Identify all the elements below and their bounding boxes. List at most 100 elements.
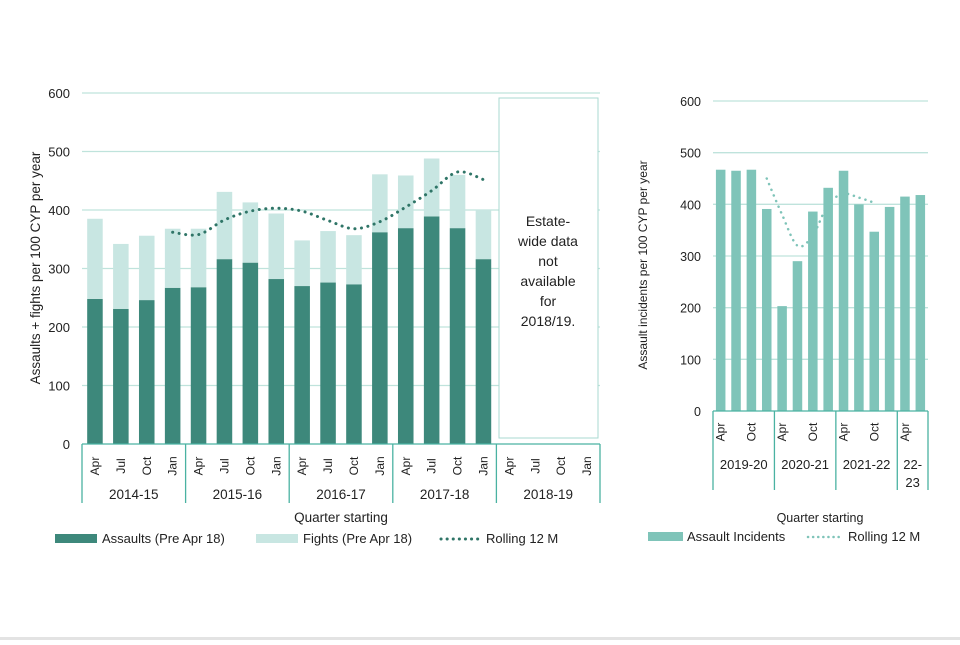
bar-assault-incidents [761, 208, 772, 411]
bar-assault-incidents [915, 195, 926, 411]
x-axis-category-label: Oct [451, 456, 465, 475]
bar-fights-pre-apr-18 [138, 235, 155, 301]
left-x-axis-label: Quarter starting [294, 510, 388, 525]
y-tick-label: 300 [680, 250, 701, 264]
right-chart: 0 100 200 300 400 500 600 Assault incidents pe… [636, 95, 929, 544]
rolling-12m-line [765, 177, 876, 248]
right-bars [715, 169, 926, 411]
x-axis-category-label: Oct [243, 456, 257, 475]
annotation-line: 2018/19. [521, 313, 576, 329]
x-axis-group-label: 2017-18 [420, 487, 470, 502]
x-axis-group-label: 2018-19 [523, 487, 573, 502]
legend-label-incidents: Assault Incidents [687, 529, 786, 544]
bar-fights-pre-apr-18 [87, 218, 103, 299]
left-bars [87, 158, 492, 444]
bar-assault-incidents [746, 169, 757, 411]
bottom-divider [0, 637, 960, 640]
x-axis-category-label: Oct [140, 456, 154, 475]
y-tick-label: 500 [48, 145, 70, 160]
bar-assault-incidents [838, 170, 849, 411]
x-axis-category-label: Oct [554, 456, 568, 475]
bar-assault-incidents [792, 261, 803, 411]
y-tick-label: 100 [48, 379, 70, 394]
annotation-line: Estate- [526, 213, 571, 229]
x-axis-category-label: Apr [502, 457, 516, 476]
x-axis-category-label: Jan [580, 456, 594, 475]
bar-assault-incidents [900, 196, 910, 411]
y-tick-label: 400 [680, 198, 701, 212]
x-axis-category-label: Oct [806, 422, 820, 441]
x-axis-category-label: Jul [217, 458, 231, 473]
bar-fights-pre-apr-18 [397, 175, 414, 229]
bar-assault-incidents [777, 306, 787, 411]
bar-fights-pre-apr-18 [294, 240, 310, 287]
annotation-line: available [520, 273, 575, 289]
bar-assaults-pre-apr-18 [346, 284, 362, 444]
bar-assault-incidents [854, 204, 864, 411]
bar-fights-pre-apr-18 [475, 209, 492, 260]
x-axis-group-label: 2014-15 [109, 487, 159, 502]
left-rolling-line [171, 170, 485, 237]
bar-assaults-pre-apr-18 [397, 228, 414, 444]
x-axis-category-label: Apr [399, 457, 413, 476]
bar-assault-incidents [715, 169, 726, 411]
bar-assault-incidents [823, 187, 833, 411]
left-legend: Assaults (Pre Apr 18) Fights (Pre Apr 18)… [55, 531, 558, 546]
bar-assaults-pre-apr-18 [423, 216, 440, 444]
bar-assaults-pre-apr-18 [138, 300, 155, 444]
bar-assaults-pre-apr-18 [113, 308, 129, 444]
x-axis-category-label: Jan [166, 456, 180, 475]
left-y-axis-label: Assaults + fights per 100 CYP per year [28, 151, 43, 384]
right-x-axis: 2019-20 2020-21 2021-22 22- 23 Apr Oct Apr Oct Ap… [712, 410, 929, 490]
x-axis-category-label: Jul [321, 458, 335, 473]
y-tick-label: 200 [680, 302, 701, 316]
bar-assaults-pre-apr-18 [164, 287, 181, 444]
no-data-annotation-box [498, 97, 599, 439]
bar-fights-pre-apr-18 [372, 174, 388, 233]
legend-label-rolling: Rolling 12 M [486, 531, 558, 546]
legend-swatch-fights [256, 534, 298, 543]
bar-assault-incidents [869, 231, 880, 411]
x-axis-category-label: Apr [898, 423, 912, 442]
legend-label-fights: Fights (Pre Apr 18) [303, 531, 412, 546]
x-axis-category-label: Apr [775, 423, 789, 442]
right-gridlines [713, 100, 928, 360]
x-axis-category-label: Oct [744, 422, 758, 441]
right-rolling-line [765, 177, 876, 248]
right-legend: Assault Incidents Rolling 12 M [648, 529, 920, 544]
bar-assaults-pre-apr-18 [216, 259, 233, 444]
bar-assaults-pre-apr-18 [87, 298, 103, 444]
x-axis-category-label: Oct [347, 456, 361, 475]
x-axis-group-label: 2020-21 [781, 457, 829, 472]
bar-assaults-pre-apr-18 [190, 287, 207, 444]
no-data-annotation: Estate-wide data not available for 2018/19. [498, 97, 599, 439]
bar-assaults-pre-apr-18 [475, 259, 492, 444]
bar-fights-pre-apr-18 [346, 235, 362, 285]
bar-fights-pre-apr-18 [190, 228, 207, 288]
bar-assaults-pre-apr-18 [320, 282, 336, 444]
x-axis-group-label: 2021-22 [843, 457, 891, 472]
y-tick-label: 200 [48, 320, 70, 335]
bar-assaults-pre-apr-18 [242, 262, 259, 444]
bar-assaults-pre-apr-18 [372, 232, 388, 444]
legend-swatch-assaults [55, 534, 97, 543]
left-chart: 0 100 200 300 400 500 600 Assaults + fights pe… [28, 86, 601, 546]
y-tick-label: 100 [680, 353, 701, 367]
bar-fights-pre-apr-18 [320, 231, 336, 283]
left-y-ticks: 0 100 200 300 400 500 600 [48, 86, 70, 452]
y-tick-label: 300 [48, 262, 70, 277]
right-y-ticks: 0 100 200 300 400 500 600 [680, 95, 701, 419]
x-axis-category-label: Jul [425, 458, 439, 473]
annotation-line: for [540, 293, 557, 309]
x-axis-category-label: Jan [476, 456, 490, 475]
bar-fights-pre-apr-18 [268, 213, 285, 280]
bar-assaults-pre-apr-18 [294, 286, 310, 444]
rolling-12m-line [171, 170, 485, 237]
y-tick-label: 600 [680, 95, 701, 109]
right-y-axis-label: Assault incidents per 100 CYP per year [636, 160, 650, 369]
bar-assault-incidents [884, 206, 895, 411]
legend-label-rolling: Rolling 12 M [848, 529, 920, 544]
bar-fights-pre-apr-18 [423, 158, 440, 217]
legend-swatch-incidents [648, 532, 683, 541]
